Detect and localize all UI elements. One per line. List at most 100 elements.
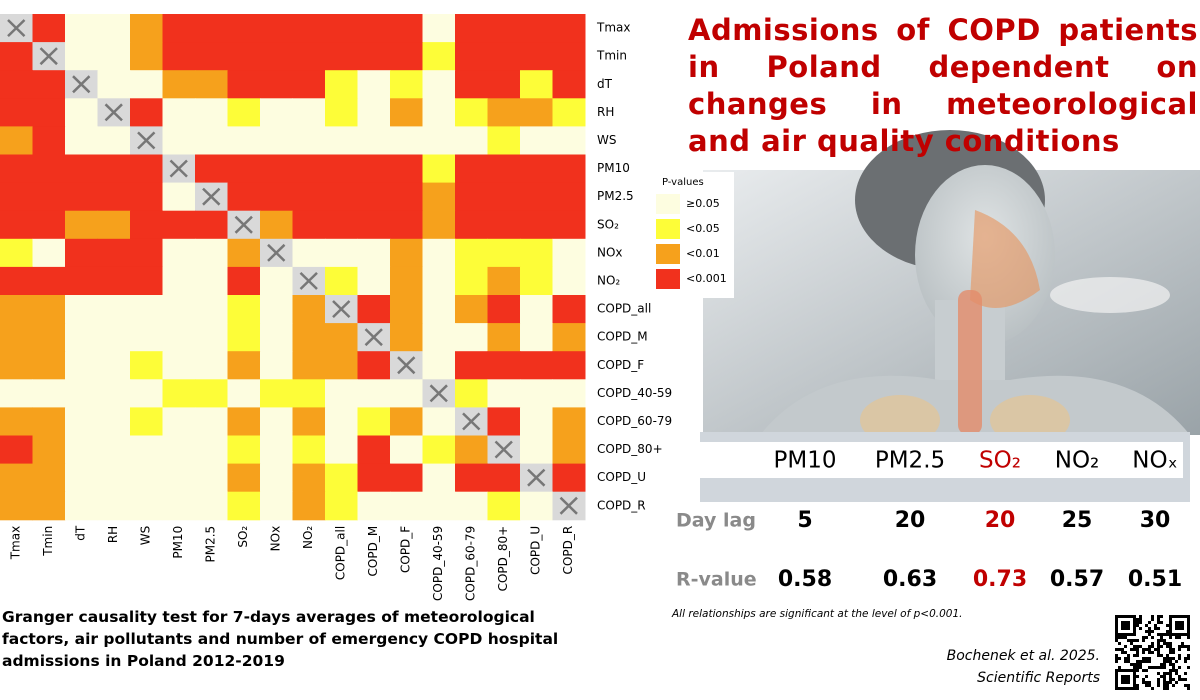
heat-cell	[422, 351, 456, 380]
heat-cell	[162, 98, 196, 127]
qr-module	[1142, 651, 1145, 654]
heat-cell	[260, 463, 293, 493]
heat-cell	[357, 266, 391, 296]
heat-cell	[422, 463, 456, 493]
heat-cell	[227, 126, 261, 155]
y-tick-label: COPD_80+	[597, 442, 663, 456]
x-tick-label: COPD_all	[334, 526, 348, 580]
qr-module	[1127, 687, 1130, 690]
qr-module	[1178, 624, 1181, 627]
qr-module	[1166, 681, 1169, 684]
heat-cell	[390, 407, 423, 436]
heat-cell	[357, 210, 391, 240]
heat-cell	[325, 14, 358, 43]
heat-cell	[487, 351, 521, 380]
qr-module	[1124, 669, 1127, 672]
qr-module	[1169, 618, 1172, 621]
qr-module	[1178, 633, 1181, 636]
heat-cell	[422, 295, 456, 324]
diagonal-x	[202, 187, 221, 206]
heat-cell	[325, 210, 358, 240]
qr-module	[1169, 657, 1172, 660]
qr-module	[1115, 618, 1118, 621]
qr-module	[1142, 669, 1145, 672]
qr-module	[1151, 666, 1154, 669]
qr-module	[1163, 675, 1166, 678]
heat-cell	[227, 182, 261, 212]
heat-cell	[390, 14, 423, 43]
qr-module	[1115, 636, 1118, 639]
qr-module	[1130, 687, 1133, 690]
heat-cell	[390, 238, 423, 268]
qr-module	[1178, 615, 1181, 618]
qr-module	[1163, 681, 1166, 684]
qr-module	[1178, 675, 1181, 678]
heat-cell	[357, 182, 391, 212]
qr-module	[1136, 687, 1139, 690]
qr-module	[1151, 615, 1154, 618]
qr-module	[1124, 636, 1127, 639]
heat-cell	[422, 266, 456, 296]
qr-module	[1130, 669, 1133, 672]
heat-cell	[357, 463, 391, 493]
qr-module	[1142, 657, 1145, 660]
heat-cell	[455, 238, 488, 268]
qr-module	[1178, 648, 1181, 651]
qr-module	[1181, 624, 1184, 627]
y-tick-label: PM10	[597, 161, 630, 175]
qr-module	[1115, 615, 1118, 618]
qr-module	[1133, 663, 1136, 666]
heat-cell	[422, 14, 456, 43]
heat-cell	[162, 266, 196, 296]
day-lag: 25	[1062, 508, 1093, 533]
heat-cell	[455, 70, 488, 99]
heat-cell	[32, 463, 66, 493]
qr-module	[1181, 615, 1184, 618]
qr-module	[1139, 663, 1142, 666]
qr-module	[1157, 642, 1160, 645]
heat-cell	[260, 210, 293, 240]
qr-module	[1166, 633, 1169, 636]
day-lag: 20	[895, 508, 926, 533]
qr-module	[1163, 663, 1166, 666]
heat-cell	[130, 379, 163, 408]
heat-cell	[227, 491, 261, 521]
qr-module	[1115, 639, 1118, 642]
heat-cell	[357, 295, 391, 324]
heat-cell	[130, 70, 163, 99]
qr-module	[1184, 657, 1187, 660]
x-tick-label: COPD_F	[399, 526, 413, 573]
qr-module	[1136, 648, 1139, 651]
heat-cell	[292, 210, 326, 240]
qr-module	[1133, 633, 1136, 636]
heat-cell	[422, 42, 456, 71]
qr-module	[1145, 660, 1148, 663]
qr-module	[1145, 684, 1148, 687]
heat-cell	[97, 379, 131, 408]
qr-module	[1142, 639, 1145, 642]
heat-cell	[390, 42, 423, 71]
qr-module	[1187, 627, 1190, 630]
qr-module	[1184, 645, 1187, 648]
heat-cell	[292, 435, 326, 465]
heat-cell	[422, 210, 456, 240]
heat-cell	[487, 154, 521, 184]
qr-module	[1160, 636, 1163, 639]
qr-module	[1118, 636, 1121, 639]
qr-module	[1169, 624, 1172, 627]
qr-module	[1187, 645, 1190, 648]
day-lag: 5	[797, 508, 812, 533]
qr-module	[1169, 633, 1172, 636]
heat-cell	[97, 42, 131, 71]
heat-cell	[260, 126, 293, 155]
heat-cell	[162, 491, 196, 521]
qr-module	[1187, 630, 1190, 633]
heat-cell	[162, 210, 196, 240]
legend-swatch	[656, 269, 680, 289]
heat-cell	[487, 463, 521, 493]
diagonal-x	[104, 103, 123, 122]
diagonal-x	[527, 468, 546, 487]
heat-cell	[487, 182, 521, 212]
heat-cell	[552, 238, 586, 268]
heat-cell	[65, 379, 98, 408]
